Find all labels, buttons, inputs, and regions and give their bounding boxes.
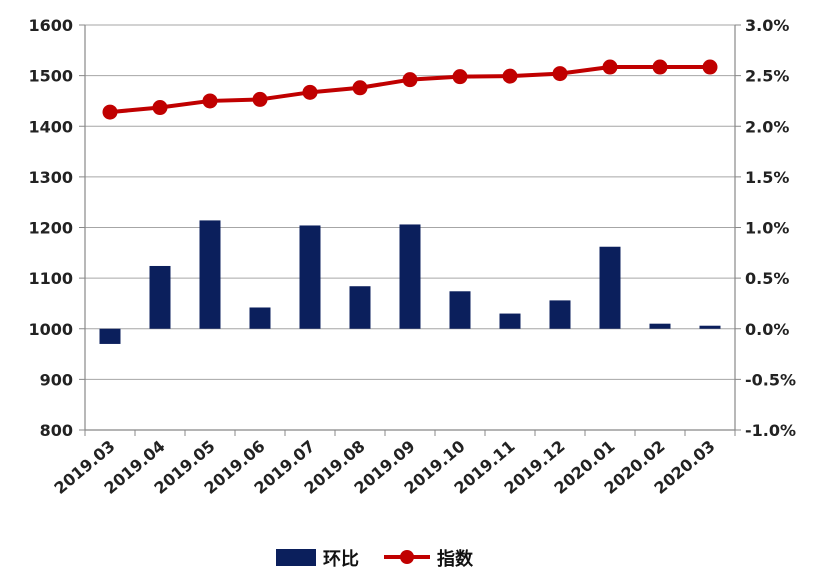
legend-label-huanbi: 环比	[323, 549, 359, 570]
legend-label-zhishu: 指数	[437, 548, 474, 570]
line-point	[202, 93, 218, 109]
bar	[699, 325, 721, 329]
right-y-axis-ticks: -1.0% -0.5% 0.0% 0.5% 1.0% 1.5% 2.0% 2.5% 3.0%	[745, 16, 796, 440]
right-tick-label: 0.0%	[745, 320, 789, 339]
left-tick-label: 1300	[28, 168, 73, 187]
left-tick-label: 1500	[28, 67, 73, 86]
line-point	[652, 59, 668, 75]
bar	[99, 328, 121, 344]
bar	[649, 323, 671, 329]
bar	[299, 225, 321, 329]
right-tick-label: 2.5%	[745, 67, 789, 86]
line-point	[452, 69, 468, 85]
line-point	[402, 72, 418, 88]
bar	[599, 246, 621, 329]
axes	[84, 25, 736, 436]
left-tick-label: 1600	[28, 16, 73, 35]
left-tick-label: 1200	[28, 219, 73, 238]
line-point	[702, 59, 718, 75]
bar-series-huanbi	[99, 220, 721, 344]
x-axis-ticks: 2019.032019.042019.052019.062019.072019.…	[51, 437, 719, 498]
legend-marker-zhishu	[400, 550, 414, 564]
right-tick-label: 1.0%	[745, 219, 789, 238]
bar	[499, 313, 521, 329]
line-point	[252, 91, 268, 107]
left-tick-label: 1000	[28, 320, 73, 339]
bar	[549, 300, 571, 329]
right-tick-label: 1.5%	[745, 168, 789, 187]
bar	[149, 265, 171, 329]
line-series-zhishu	[102, 59, 718, 120]
right-tick-label: 3.0%	[745, 16, 789, 35]
left-tick-label: 900	[40, 370, 73, 389]
bar	[199, 220, 221, 329]
line-point	[552, 66, 568, 82]
bar	[349, 286, 371, 329]
legend-swatch-huanbi	[276, 549, 316, 566]
line-point	[602, 59, 618, 75]
legend: 环比 指数	[276, 548, 474, 570]
left-y-axis-ticks: 800 900 1000 1100 1200 1300 1400 1500 1600	[28, 16, 73, 440]
line-point	[152, 100, 168, 116]
left-tick-label: 1100	[28, 269, 73, 288]
right-tick-label: 2.0%	[745, 117, 789, 136]
line-point	[302, 84, 318, 100]
right-tick-label: 0.5%	[745, 269, 789, 288]
bar	[249, 307, 271, 329]
left-tick-label: 1400	[28, 117, 73, 136]
bar	[449, 291, 471, 329]
bar	[399, 224, 421, 329]
right-tick-label: -0.5%	[745, 370, 796, 389]
line-point	[102, 104, 118, 120]
line-point	[352, 80, 368, 96]
line-point	[502, 68, 518, 84]
left-tick-label: 800	[40, 421, 73, 440]
right-tick-label: -1.0%	[745, 421, 796, 440]
